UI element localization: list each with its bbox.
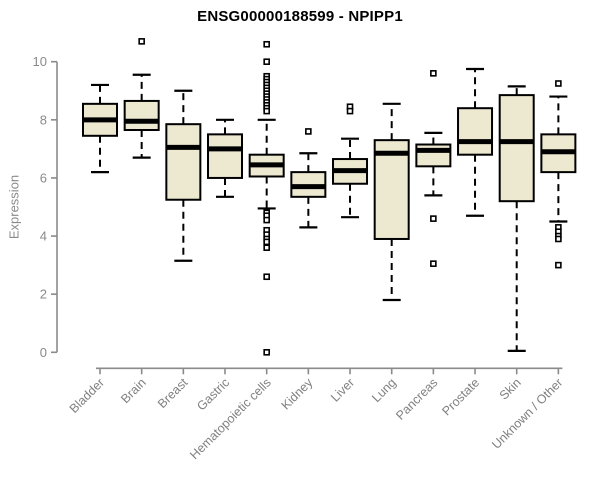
outlier-point (346, 107, 354, 115)
y-tick-label: 8 (40, 112, 47, 127)
outlier-point (430, 260, 437, 267)
outlier-point (263, 244, 270, 251)
outlier-point (555, 261, 562, 269)
outlier-point (555, 80, 562, 87)
x-category-label: Kidney (279, 375, 316, 412)
x-category-label: Prostate (439, 375, 482, 418)
outlier-point (263, 216, 270, 224)
box-Breast (165, 123, 202, 201)
y-tick-label: 2 (40, 287, 47, 302)
x-category-label: Gastric (194, 376, 232, 414)
box-Brain (123, 99, 160, 131)
outlier-point (263, 58, 270, 66)
outlier-point (263, 107, 270, 115)
x-category-label: Brain (118, 375, 149, 406)
box-Skin (498, 94, 535, 203)
y-tick-label: 0 (40, 345, 47, 360)
x-category-label: Liver (328, 376, 357, 405)
x-category-label: Breast (155, 375, 191, 411)
outlier-point (138, 38, 145, 45)
outlier-point (430, 215, 437, 222)
y-tick-label: 10 (33, 54, 47, 69)
outlier-point (430, 70, 437, 77)
chart-title: ENSG00000188599 - NPIPP1 (197, 8, 403, 25)
outlier-point (263, 348, 270, 356)
outlier-point (263, 238, 270, 246)
y-tick-label: 4 (40, 229, 47, 244)
x-category-label: Lung (369, 375, 399, 405)
x-category-label: Bladder (67, 376, 107, 416)
x-category-label: Unknown / Other (489, 376, 565, 452)
x-category-label: Pancreas (393, 376, 440, 423)
x-category-label: Hematopoietic cells (187, 376, 274, 463)
outlier-point (555, 235, 562, 243)
box-Gastric (207, 133, 244, 179)
box-Pancreas (415, 143, 452, 168)
y-tick-label: 6 (40, 170, 47, 185)
box-Lung (373, 139, 410, 240)
outlier-point (263, 40, 270, 48)
outlier-point (305, 128, 312, 135)
box-Prostate (457, 107, 494, 156)
x-category-label: Skin (497, 375, 524, 402)
outlier-point (263, 273, 270, 281)
